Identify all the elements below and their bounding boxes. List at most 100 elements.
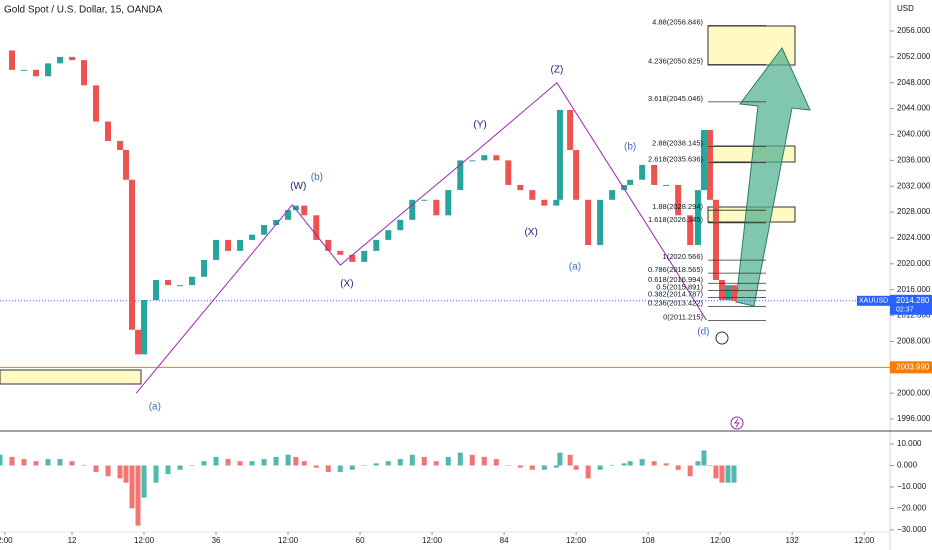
candle	[567, 109, 574, 151]
histogram-bar	[597, 465, 603, 470]
histogram-bar	[201, 461, 207, 466]
fib-label: 0.786(2018.565)	[648, 265, 704, 274]
event-icon-bolt	[734, 418, 740, 428]
candle	[445, 190, 452, 216]
histogram-bar	[719, 465, 725, 483]
currency-label: USD	[897, 4, 914, 13]
histogram-bar	[273, 456, 279, 466]
candle	[21, 69, 28, 71]
candle	[105, 121, 112, 141]
fib-label: 2.618(2035.636)	[648, 155, 704, 164]
chart-title: Gold Spot / U.S. Dollar, 15, OANDA	[4, 5, 163, 16]
candle	[675, 184, 682, 216]
candle	[361, 250, 368, 262]
fib-label: 4.88(2056.846)	[652, 18, 703, 27]
y-tick-label: 2048.000	[897, 78, 931, 87]
histogram-bar	[9, 456, 15, 466]
histogram-bar	[687, 465, 693, 477]
histogram-bar	[701, 450, 707, 466]
wave-label: (Z)	[551, 64, 564, 75]
y-tick-label: −30.000	[897, 525, 927, 534]
histogram-bar	[675, 465, 681, 470]
wave-label: (d)	[697, 326, 709, 337]
histogram-bar	[337, 465, 343, 472]
candle	[397, 219, 404, 231]
candle	[651, 164, 658, 185]
candle	[301, 205, 308, 216]
candle	[165, 279, 172, 286]
candle	[325, 239, 332, 251]
histogram-bar	[621, 463, 627, 466]
candle	[225, 239, 232, 251]
price-line-tag	[890, 361, 932, 374]
candle	[706, 129, 713, 200]
candle	[585, 199, 592, 246]
y-tick-label: 2024.000	[897, 233, 931, 242]
candle	[69, 56, 76, 61]
histogram-bar	[301, 461, 307, 466]
fib-label: 1.88(2028.294)	[652, 202, 703, 211]
fib-label: 0(2011.215)	[663, 313, 703, 322]
y-tick-label: 2032.000	[897, 181, 931, 190]
x-tick-label: 12:00	[134, 536, 155, 545]
candle	[33, 69, 40, 77]
y-tick-label: 2036.000	[897, 155, 931, 164]
candle	[433, 199, 440, 216]
candle	[687, 215, 694, 246]
histogram-bar	[517, 465, 523, 468]
histogram-bar	[481, 456, 487, 466]
y-tick-label: 2020.000	[897, 259, 931, 268]
fib-label: 0.382(2014.787)	[648, 290, 704, 299]
histogram-bar	[707, 465, 713, 466]
fib-label: 3.618(2045.046)	[648, 94, 704, 103]
candle	[45, 63, 52, 77]
histogram-bar	[627, 461, 633, 466]
y-tick-label: −20.000	[897, 504, 927, 513]
x-tick-label: 84	[500, 536, 509, 545]
histogram-bar	[585, 465, 591, 479]
candle	[285, 210, 292, 220]
histogram-bar	[695, 461, 701, 466]
histogram-bar	[651, 461, 657, 466]
histogram-bar	[105, 465, 111, 477]
candle	[712, 199, 719, 280]
histogram-bar	[639, 459, 645, 466]
candle	[541, 199, 548, 206]
histogram-bar	[81, 465, 87, 466]
last-price-label: 2014.280	[896, 296, 930, 305]
candle	[529, 190, 536, 200]
x-tick-label: 12:00	[854, 536, 875, 545]
candle	[117, 140, 124, 151]
countdown-label: 02:37	[896, 307, 914, 314]
candle	[153, 279, 160, 301]
histogram-bar	[213, 456, 219, 466]
fib-label: 0.5(2015.891)	[656, 282, 703, 291]
candle	[385, 230, 392, 240]
candle	[213, 239, 220, 260]
histogram-bar	[177, 465, 183, 470]
fib-label: 0.236(2013.422)	[648, 298, 704, 307]
fib-label: 2.88(2038.145)	[652, 138, 703, 147]
y-tick-label: 2028.000	[897, 207, 931, 216]
y-tick-label: 2012.000	[897, 311, 931, 320]
wave-label: (b)	[311, 172, 323, 183]
candle	[639, 164, 646, 180]
candle	[556, 109, 563, 200]
candle	[505, 160, 512, 185]
demand-box	[0, 369, 142, 385]
candle	[81, 60, 88, 86]
wave-zigzag	[135, 82, 707, 394]
symbol-tag	[857, 295, 890, 306]
candle	[261, 225, 268, 235]
y-tick-label: 2000.000	[897, 388, 931, 397]
wave-label: (a)	[569, 262, 581, 273]
histogram-bar	[457, 452, 463, 466]
histogram-bar	[33, 461, 39, 466]
x-tick-label: 12:00	[710, 536, 731, 545]
histogram-bar	[725, 465, 731, 483]
x-tick-label: 2:00	[0, 536, 13, 545]
histogram-bar	[433, 461, 439, 466]
candle	[609, 190, 616, 200]
histogram-bar	[713, 465, 719, 479]
candle	[57, 56, 64, 64]
